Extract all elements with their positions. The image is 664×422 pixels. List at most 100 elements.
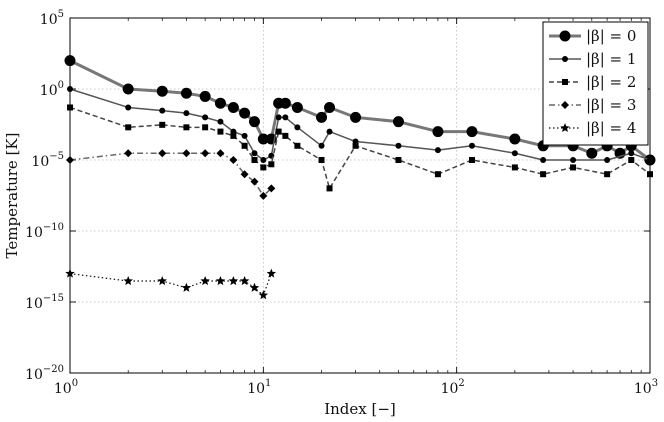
series-1-point-19 [468,142,475,149]
legend-label-0: |β| = 0 [586,27,636,45]
x-tick-label: 100 [54,378,78,397]
y-tick-exponent: 0 [58,80,64,91]
series-3 [66,149,276,200]
x-tick-label: 101 [247,378,271,397]
series-2-point-4 [202,124,209,131]
plot-frame [69,17,651,374]
series-4-point-6 [228,276,239,286]
series-0-point-0 [64,55,76,67]
series-1-point-18 [434,147,441,154]
series-2-point-8 [251,157,258,163]
series-2-point-24 [628,157,635,163]
y-tick-label: 10−10 [25,222,64,241]
series-2-point-22 [570,164,577,171]
x-tick-label: 102 [441,378,465,397]
series-2-line [69,106,651,190]
series-0-point-7 [239,107,251,119]
series-1-point-22 [570,157,577,163]
series-2-point-18 [434,171,441,178]
series-1-point-15 [326,128,333,135]
series-1 [67,86,653,163]
series-1-point-17 [395,142,402,149]
x-tick-base: 10 [247,381,265,397]
series-4-point-0 [65,268,75,278]
series-2-point-1 [125,124,132,131]
series-1-point-11 [275,114,282,121]
x-tick-exponent: 2 [458,378,464,389]
series-1-point-9 [260,157,267,163]
y-tick-base: 10 [40,83,58,99]
y-tick-exponent: 5 [58,9,64,20]
series-2-point-10 [268,161,275,168]
series-3-point-5 [216,149,225,158]
series-2-point-21 [540,171,547,178]
series-4-point-4 [200,276,210,286]
series-2-point-12 [282,132,289,139]
x-tick-base: 10 [54,381,72,397]
y-tick-label: 100 [40,80,64,99]
legend-box [542,21,649,146]
y-tick-base: 10 [31,154,49,170]
series-0-point-20 [509,133,521,145]
series-0 [64,55,656,166]
series-1-point-12 [282,114,289,121]
series-2-point-0 [67,104,73,111]
series-2-point-20 [511,164,518,171]
series-4-point-7 [239,276,250,286]
series-0-point-1 [122,83,134,95]
series-1-point-5 [217,118,224,125]
legend-marker-3 [561,101,569,109]
series-4-point-8 [249,282,260,292]
x-tick-base: 10 [441,381,459,397]
series-1-point-23 [604,157,611,163]
series-0-point-23 [586,147,598,159]
series-2-point-5 [217,128,224,135]
series-0-point-8 [248,116,260,128]
series-0-point-6 [227,101,239,113]
series-3-point-8 [250,177,259,186]
legend: |β| = 0 |β| = 1 |β| = 2 |β| = 3 |β| = 4 [542,21,649,146]
series-0-point-12 [279,97,291,109]
y-tick-label: 105 [40,9,64,28]
series-0-point-15 [324,101,336,113]
series-3-point-0 [66,156,74,164]
series-2-point-16 [352,142,359,149]
x-tick-base: 10 [634,381,652,397]
series-0-point-5 [214,97,226,109]
x-axis-label: Index [−] [324,400,396,418]
legend-label-3: |β| = 3 [586,96,636,114]
series-3-point-2 [158,149,167,158]
series-3-point-4 [201,149,210,158]
series-2-point-17 [395,157,402,163]
series-2-point-13 [294,142,301,149]
series-0-point-14 [316,111,328,123]
series-2-point-25 [647,171,653,178]
series-4-point-5 [215,276,226,286]
series-1-point-0 [67,86,73,92]
series-1-point-7 [241,132,248,139]
y-tick-exponent: −5 [49,151,64,162]
series-3-point-6 [229,156,238,164]
y-tick-base: 10 [25,296,43,312]
series-1-point-20 [511,150,518,157]
series-2-point-15 [326,185,333,192]
series-3-point-10 [267,184,276,193]
series-0-point-3 [180,87,192,99]
legend-label-1: |β| = 1 [586,50,636,68]
series-1-point-8 [251,150,258,157]
series-1-point-14 [318,142,325,149]
series-4-point-9 [258,290,269,300]
series-2-point-9 [260,164,267,171]
series-0-line [69,59,651,162]
series-1-point-25 [647,157,653,163]
legend-label-2: |β| = 2 [586,73,636,91]
series-0-point-4 [199,90,211,102]
y-tick-exponent: −10 [43,222,64,233]
series-3-point-3 [182,149,191,158]
series-2-point-7 [241,142,248,149]
series-1-point-3 [183,110,190,117]
series-2-point-23 [604,171,611,178]
series-0-point-2 [156,85,168,97]
